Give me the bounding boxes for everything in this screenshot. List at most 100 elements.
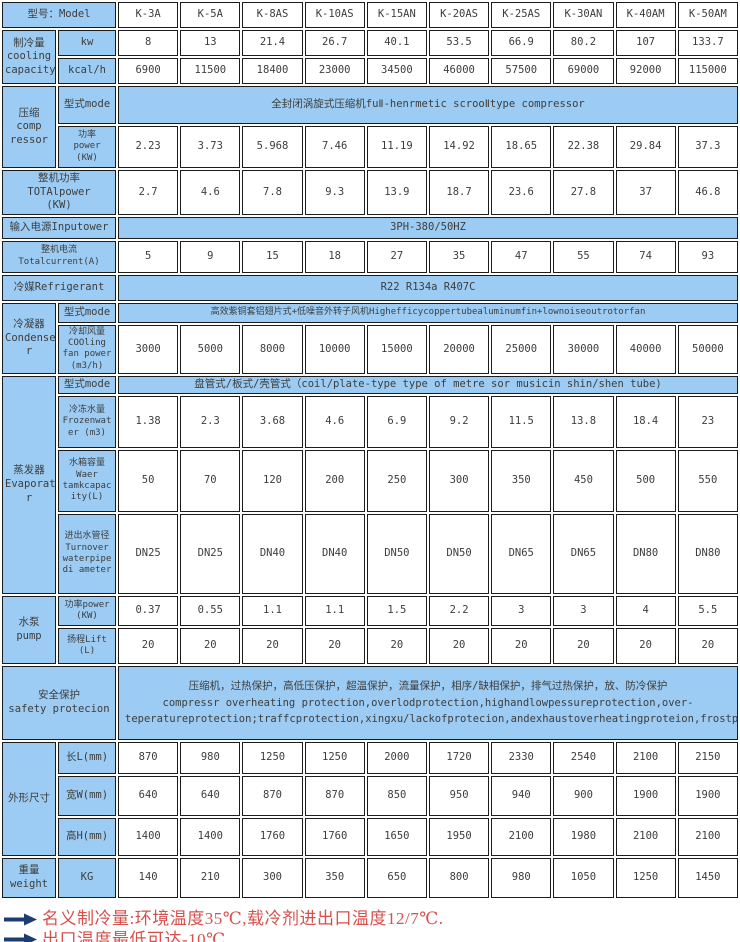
row-pump-power: 水泵 pump 功率power (KW) 0.37 0.55 1.1 1.1 1… [2, 595, 738, 664]
value-cell: 640 [118, 775, 179, 816]
value-cell: 8 [118, 30, 179, 56]
value-cell: 1.1 [242, 595, 303, 626]
value-cell: 2150 [677, 741, 738, 774]
value-cell: 1250 [304, 741, 365, 774]
value-cell: 10000 [304, 324, 365, 374]
lift-label: 扬程Lift (L) [58, 627, 117, 664]
value-cell: 650 [366, 857, 427, 898]
row-total-power: 整机功率 TOTAlpower (KW) 2.7 4.6 7.8 9.3 13.… [2, 170, 738, 215]
value-cell: 2.3 [180, 395, 241, 448]
value-cell: 4.6 [180, 170, 241, 215]
pump-label: 水泵 pump [2, 595, 56, 664]
model-header-label: 型号：Model [2, 2, 117, 28]
input-power-label: 输入电源Inputower [2, 216, 117, 239]
value-cell: 550 [677, 449, 738, 512]
value-cell: 46.8 [677, 170, 738, 215]
value-cell: 13.8 [553, 395, 614, 448]
value-cell: 2.2 [428, 595, 490, 626]
value-cell: 1980 [553, 817, 614, 856]
value-cell: 3.73 [180, 126, 241, 168]
value-cell: 1900 [677, 775, 738, 816]
value-cell: 55 [553, 240, 614, 273]
value-cell: 1.5 [366, 595, 427, 626]
value-cell: 74 [615, 240, 676, 273]
value-cell: 5.968 [242, 126, 303, 168]
value-cell: 1.38 [118, 395, 179, 448]
value-cell: 30000 [553, 324, 614, 374]
row-height: 高H(mm) 1400 1400 1760 1760 1650 1950 210… [2, 817, 738, 856]
value-cell: 2100 [615, 741, 676, 774]
length-label: 长L(mm) [58, 741, 117, 774]
value-cell: 20 [677, 627, 738, 664]
value-cell: DN80 [615, 513, 676, 594]
value-cell: 1250 [615, 857, 676, 898]
current-label: 整机电流 Totalcurrent(A) [2, 240, 117, 273]
value-cell: DN65 [491, 513, 552, 594]
value-cell: 47 [491, 240, 552, 273]
value-cell: 1720 [428, 741, 490, 774]
value-cell: 9 [180, 240, 241, 273]
value-cell: 15 [242, 240, 303, 273]
value-cell: 21.4 [242, 30, 303, 56]
value-cell: 23.6 [491, 170, 552, 215]
model-cell: K-25AS [491, 2, 552, 28]
value-cell: 300 [428, 449, 490, 512]
kg-label: KG [58, 857, 117, 898]
value-cell: 15000 [366, 324, 427, 374]
value-cell: 20 [304, 627, 365, 664]
row-pipe-diameter: 进出水管径 Turnover waterpipe di ameter DN25 … [2, 513, 738, 594]
comp-power-label: 功率 power (KW) [58, 126, 117, 168]
row-compressor-mode: 压缩 comp ressor 型式mode 全封闭涡旋式压缩机fuⅡ-henrm… [2, 86, 738, 168]
value-cell: 70 [180, 449, 241, 512]
evaporator-label: 蒸发器 Evaporato r [2, 375, 56, 594]
value-cell: 2100 [677, 817, 738, 856]
condenser-label: 冷凝器 Condense r [2, 302, 56, 374]
value-cell: 800 [428, 857, 490, 898]
value-cell: 66.9 [491, 30, 552, 56]
value-cell: 140 [118, 857, 179, 898]
value-cell: 13 [180, 30, 241, 56]
value-cell: 18400 [242, 58, 303, 84]
model-cell: K-15AN [366, 2, 427, 28]
value-cell: DN40 [304, 513, 365, 594]
value-cell: 40000 [615, 324, 676, 374]
value-cell: DN50 [366, 513, 427, 594]
condenser-mode-value: 高效紫铜套铝翅片式+低噪音外转子风机Highefficycoppertubeal… [118, 302, 738, 323]
value-cell: 8000 [242, 324, 303, 374]
value-cell: 980 [180, 741, 241, 774]
model-cell: K-30AN [553, 2, 614, 28]
value-cell: 1.1 [304, 595, 365, 626]
dimensions-label: 外形尺寸 [2, 741, 56, 856]
value-cell: 27 [366, 240, 427, 273]
value-cell: 53.5 [428, 30, 490, 56]
value-cell: 3000 [118, 324, 179, 374]
pipe-diameter-label: 进出水管径 Turnover waterpipe di ameter [58, 513, 117, 594]
value-cell: 1050 [553, 857, 614, 898]
value-cell: 18.65 [491, 126, 552, 168]
pump-power-label: 功率power (KW) [58, 595, 117, 626]
value-cell: DN65 [553, 513, 614, 594]
value-cell: 46000 [428, 58, 490, 84]
row-current: 整机电流 Totalcurrent(A) 5 9 15 18 27 35 47 … [2, 240, 738, 273]
value-cell: 14.92 [428, 126, 490, 168]
value-cell: 35 [428, 240, 490, 273]
compressor-mode-value: 全封闭涡旋式压缩机fuⅡ-henrmetic scrooⅡtype compre… [118, 86, 738, 124]
value-cell: 37 [615, 170, 676, 215]
value-cell: 210 [180, 857, 241, 898]
value-cell: 1760 [242, 817, 303, 856]
value-cell: 3.68 [242, 395, 303, 448]
refrigerant-value: R22 R134a R407C [118, 274, 738, 301]
row-weight: 重量 weight KG 140 210 300 350 650 800 980… [2, 857, 738, 898]
evaporator-mode-value: 盘管式/板式/壳管式（coil/plate-type type of metre… [118, 375, 738, 394]
tank-capacity-label: 水箱容量 Waer tamkcapac ity(L) [58, 449, 117, 512]
value-cell: 5.5 [677, 595, 738, 626]
model-cell: K-20AS [428, 2, 490, 28]
footnote-text: 出口温度最低可达-10℃. [42, 929, 231, 942]
value-cell: 20 [615, 627, 676, 664]
value-cell: 20 [491, 627, 552, 664]
value-cell: 4.6 [304, 395, 365, 448]
value-cell: 6.9 [366, 395, 427, 448]
value-cell: 7.46 [304, 126, 365, 168]
total-power-label: 整机功率 TOTAlpower (KW) [2, 170, 117, 215]
